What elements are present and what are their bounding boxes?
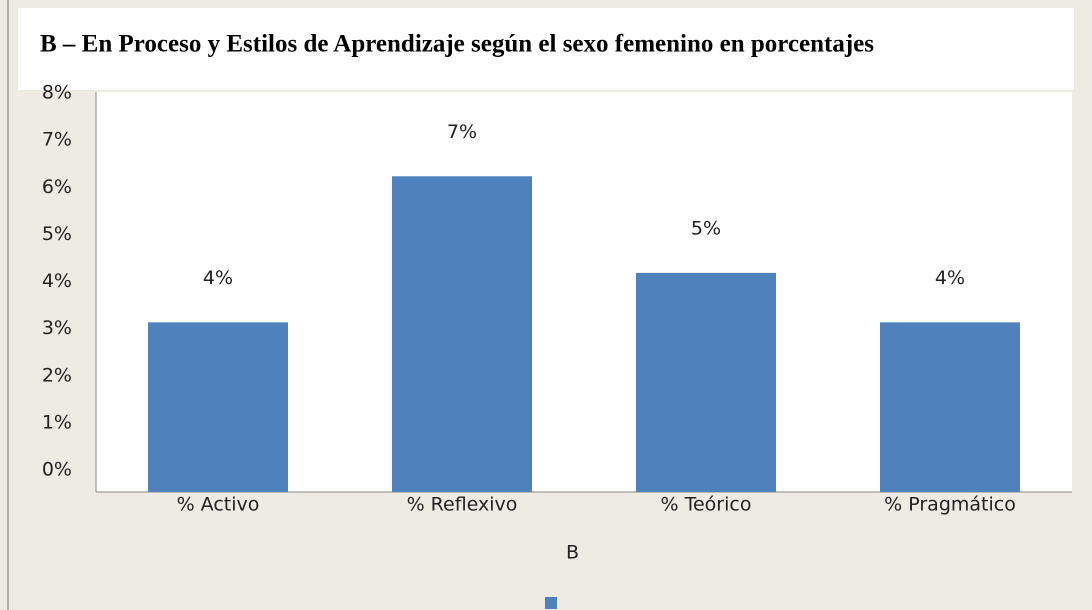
bar [880,322,1020,492]
y-tick-label: 0% [42,459,72,481]
chart-title: B – En Proceso y Estilos de Aprendizaje … [40,31,874,58]
data-label: 4% [935,267,965,289]
title-box [18,8,1074,90]
x-tick-label: % Activo [177,494,260,516]
y-tick-label: 3% [42,317,72,339]
y-tick-label: 2% [42,364,72,386]
data-label: 5% [691,217,721,239]
x-tick-label: % Pragmático [884,494,1016,516]
bar [148,322,288,492]
bar [392,176,532,492]
legend-swatch [545,597,557,609]
bar [636,272,776,492]
y-tick-label: 8% [42,82,72,104]
y-tick-label: 4% [42,270,72,292]
legend-label: B [566,542,579,564]
x-tick-label: % Teórico [661,494,752,516]
y-tick-label: 1% [42,411,72,433]
data-label: 7% [447,121,477,143]
x-tick-label: % Reflexivo [407,494,518,516]
y-tick-label: 5% [42,223,72,245]
y-tick-label: 7% [42,129,72,151]
data-label: 4% [203,267,233,289]
y-tick-label: 6% [42,176,72,198]
